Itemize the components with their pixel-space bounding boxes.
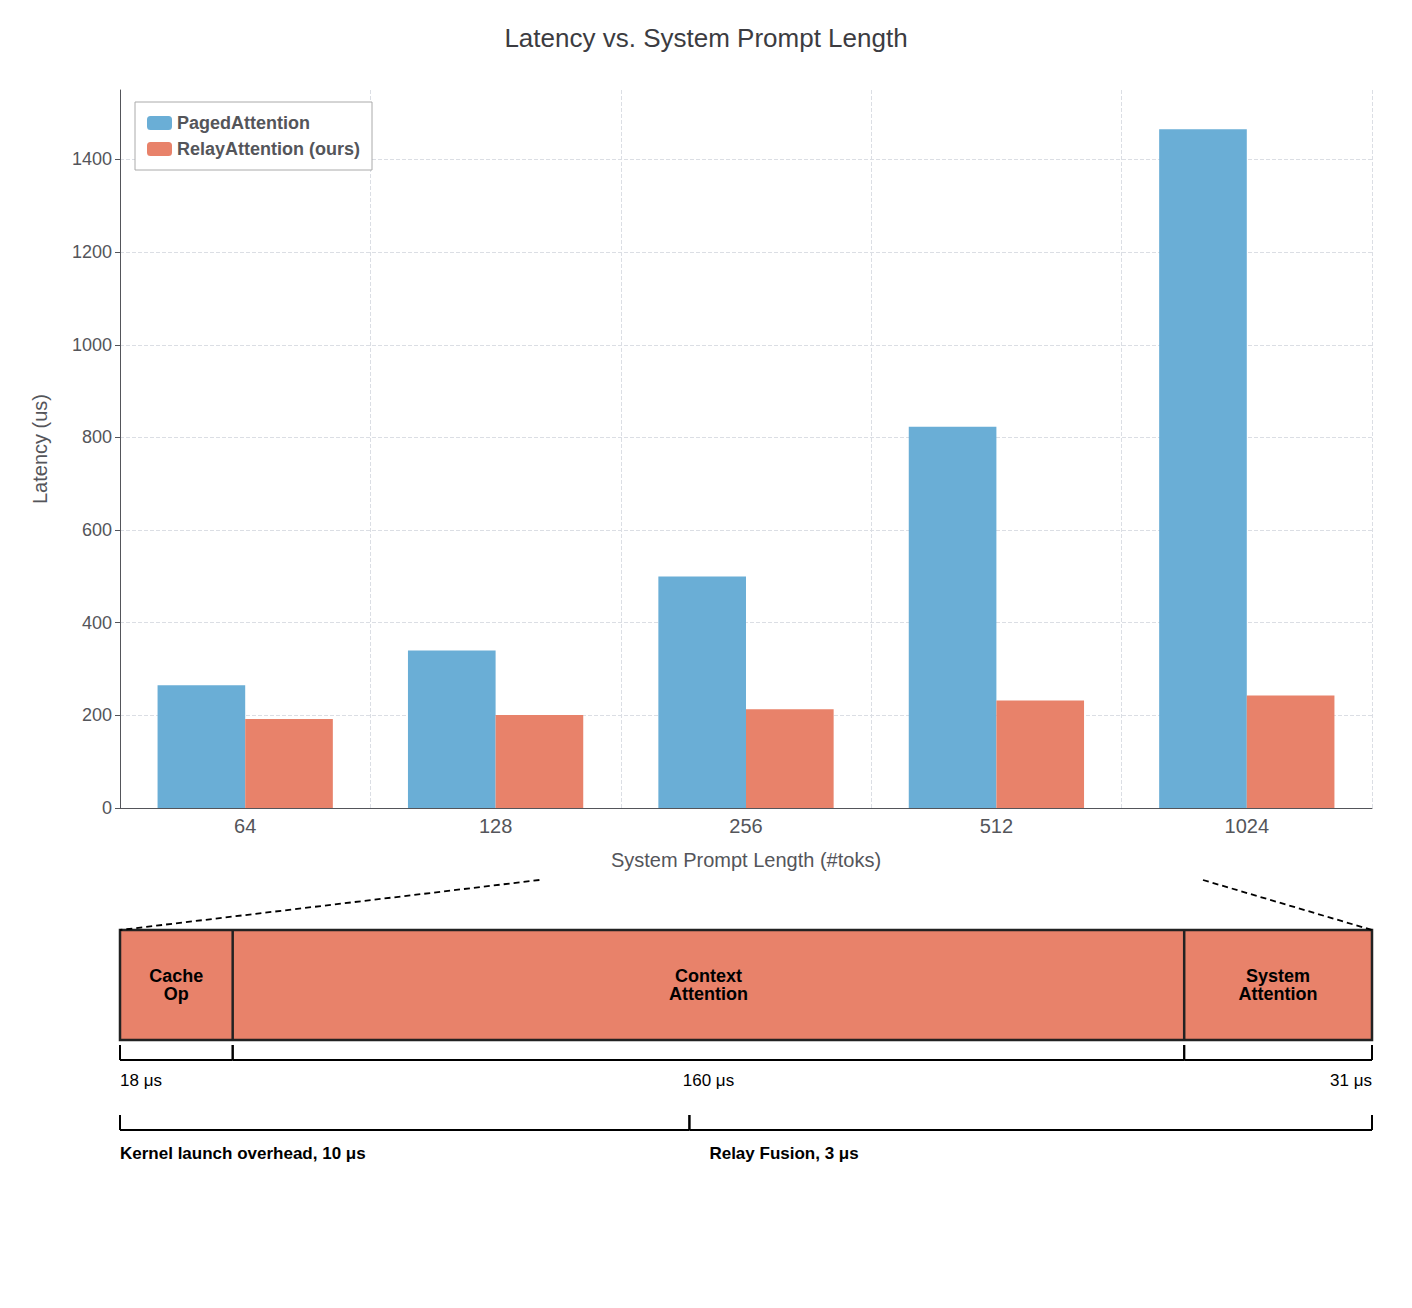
svg-text:1200: 1200 — [72, 242, 112, 262]
svg-text:Attention: Attention — [1239, 984, 1318, 1004]
svg-text:PagedAttention: PagedAttention — [177, 113, 310, 133]
svg-text:1000: 1000 — [72, 335, 112, 355]
svg-text:Kernel launch overhead, 10 μs: Kernel launch overhead, 10 μs — [120, 1144, 366, 1163]
svg-text:0: 0 — [102, 798, 112, 818]
svg-text:Attention: Attention — [669, 984, 748, 1004]
svg-text:Context: Context — [675, 966, 742, 986]
svg-text:200: 200 — [82, 705, 112, 725]
svg-text:Op: Op — [164, 984, 189, 1004]
svg-text:System Prompt Length (#toks): System Prompt Length (#toks) — [611, 849, 881, 871]
svg-text:31 μs: 31 μs — [1330, 1071, 1372, 1090]
svg-text:Relay Fusion, 3 μs: Relay Fusion, 3 μs — [709, 1144, 858, 1163]
svg-text:1400: 1400 — [72, 149, 112, 169]
svg-text:System: System — [1246, 966, 1310, 986]
svg-text:64: 64 — [234, 815, 256, 837]
svg-text:18 μs: 18 μs — [120, 1071, 162, 1090]
svg-text:128: 128 — [479, 815, 512, 837]
svg-text:Cache: Cache — [149, 966, 203, 986]
svg-text:600: 600 — [82, 520, 112, 540]
svg-text:Latency (us): Latency (us) — [29, 394, 51, 504]
svg-text:800: 800 — [82, 427, 112, 447]
svg-text:512: 512 — [980, 815, 1013, 837]
svg-text:256: 256 — [729, 815, 762, 837]
svg-text:RelayAttention (ours): RelayAttention (ours) — [177, 139, 360, 159]
svg-text:400: 400 — [82, 613, 112, 633]
svg-text:160 μs: 160 μs — [683, 1071, 734, 1090]
svg-text:Latency vs. System Prompt Leng: Latency vs. System Prompt Length — [504, 23, 907, 53]
svg-text:1024: 1024 — [1225, 815, 1270, 837]
